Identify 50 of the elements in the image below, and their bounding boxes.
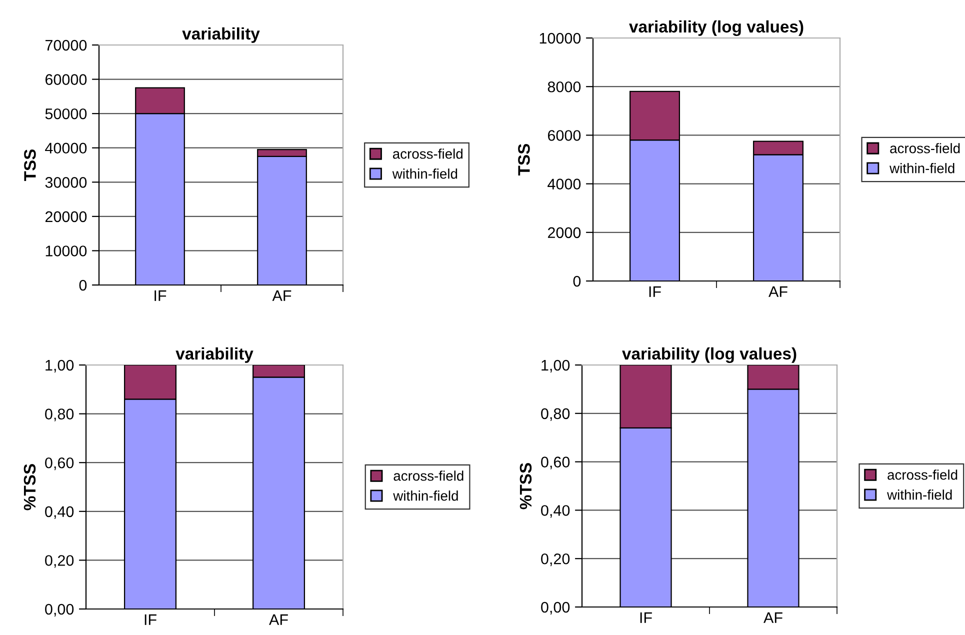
x-tick-label: AF	[272, 290, 292, 301]
y-tick-label: 10000	[46, 246, 87, 256]
y-tick-label: 0,20	[45, 555, 74, 568]
y-tick-label: 60000	[45, 74, 87, 85]
y-tick-label: 0,00	[45, 604, 74, 616]
legend-label: across-field	[392, 148, 462, 159]
y-tick-label: 50000	[45, 108, 87, 120]
y-tick-label: 10000	[540, 32, 581, 44]
chart-title: variability	[176, 347, 254, 363]
x-tick-label: IF	[144, 614, 156, 625]
chart-title: variability (log values)	[629, 20, 804, 36]
x-tick-label: IF	[640, 612, 652, 623]
legend-label: within-field	[890, 163, 954, 174]
y-tick-label: 0,60	[541, 456, 570, 470]
y-tick-label: 70000	[46, 40, 87, 51]
x-tick-label: AF	[269, 614, 288, 625]
y-tick-label: 1,00	[46, 360, 74, 372]
x-tick-label: IF	[649, 286, 661, 297]
y-tick-label: 0	[573, 276, 581, 287]
legend-label: across-field	[394, 470, 464, 481]
y-tick-label: 0,80	[541, 408, 570, 421]
y-tick-label: 20000	[45, 211, 87, 222]
y-axis-title: %TSS	[520, 463, 532, 510]
x-tick-label: IF	[154, 290, 166, 301]
y-axis-title: %TSS	[24, 464, 36, 510]
legend-label: across-field	[888, 470, 958, 480]
y-tick-label: 1,00	[542, 360, 570, 372]
y-tick-label: 0,40	[45, 506, 74, 519]
y-tick-label: 4000	[548, 178, 581, 190]
y-tick-label: 2000	[548, 227, 581, 238]
y-tick-label: 0	[79, 280, 87, 291]
y-tick-label: 0,80	[45, 408, 74, 422]
chart-title: variability (log values)	[622, 347, 796, 363]
chart-title: variability	[182, 27, 260, 43]
y-tick-label: 8000	[548, 81, 581, 92]
y-tick-label: 40000	[45, 142, 87, 154]
y-tick-label: 0,60	[45, 457, 74, 470]
x-tick-label: AF	[764, 612, 782, 623]
y-tick-label: 6000	[548, 130, 581, 141]
y-axis-title: TSS	[24, 149, 36, 182]
x-tick-label: AF	[768, 286, 788, 297]
legend-label: within-field	[393, 490, 458, 501]
y-axis-title: TSS	[518, 144, 530, 176]
y-tick-label: 30000	[45, 177, 87, 188]
y-tick-label: 0,20	[541, 553, 570, 566]
y-tick-label: 0,00	[541, 602, 570, 614]
legend-label: across-field	[890, 143, 960, 154]
legend-label: within-field	[392, 168, 458, 179]
legend-label: within-field	[887, 490, 952, 500]
y-tick-label: 0,40	[541, 505, 570, 518]
